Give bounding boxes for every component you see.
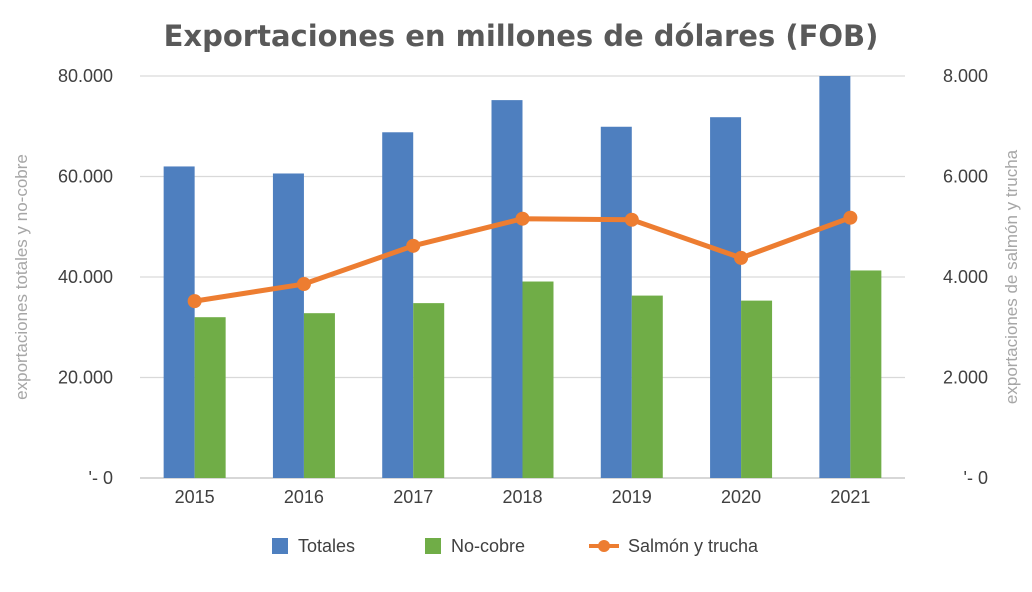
legend-label: Salmón y trucha — [628, 536, 759, 556]
tick-labels: 80.000 60.000 40.000 20.000 '- 0 8.000 6.000 4.… — [58, 66, 988, 507]
bar-totales-2015 — [163, 166, 195, 478]
bar-totales-2021 — [819, 76, 851, 478]
legend: Totales No-cobre Salmón y trucha — [272, 536, 759, 556]
y-tick-label: '- 0 — [89, 468, 113, 488]
bar-totales-2019 — [600, 126, 632, 478]
y-tick-label: 80.000 — [58, 66, 113, 86]
legend-label: Totales — [298, 536, 355, 556]
point-salmon-trucha-2018 — [515, 211, 530, 226]
y2-tick-label: 4.000 — [943, 267, 988, 287]
point-salmon-trucha-2021 — [843, 210, 858, 225]
bar-no-cobre-2016 — [303, 313, 335, 478]
x-tick-label: 2018 — [502, 487, 542, 507]
x-tick-label: 2017 — [393, 487, 433, 507]
y2-tick-label: 2.000 — [943, 368, 988, 388]
y2-tick-label: 6.000 — [943, 167, 988, 187]
bar-totales-2018 — [491, 100, 523, 479]
y2-tick-label: 8.000 — [943, 66, 988, 86]
x-tick-label: 2015 — [175, 487, 215, 507]
bar-no-cobre-2018 — [522, 281, 554, 478]
point-salmon-trucha-2020 — [734, 250, 749, 265]
chart-title: Exportaciones en millones de dólares (FO… — [164, 19, 879, 53]
point-salmon-trucha-2017 — [406, 238, 421, 253]
bar-totales-2017 — [382, 132, 414, 478]
point-salmon-trucha-2019 — [624, 212, 639, 227]
y-axis-title: exportaciones totales y no-cobre — [12, 154, 31, 400]
y2-tick-label: '- 0 — [964, 468, 988, 488]
y-tick-label: 60.000 — [58, 167, 113, 187]
x-tick-label: 2016 — [284, 487, 324, 507]
legend-swatch — [272, 538, 288, 554]
line-series — [187, 210, 858, 309]
y-tick-label: 40.000 — [58, 267, 113, 287]
x-tick-label: 2021 — [830, 487, 870, 507]
legend-swatch — [425, 538, 441, 554]
legend-label: No-cobre — [451, 536, 525, 556]
bar-no-cobre-2017 — [413, 303, 445, 478]
bar-no-cobre-2020 — [741, 300, 773, 478]
y-tick-label: 20.000 — [58, 368, 113, 388]
y2-axis-title: exportaciones de salmón y trucha — [1002, 149, 1021, 404]
bars — [163, 76, 882, 479]
x-tick-label: 2019 — [612, 487, 652, 507]
bar-totales-2020 — [710, 117, 742, 478]
x-tick-label: 2020 — [721, 487, 761, 507]
bar-totales-2016 — [272, 173, 304, 479]
bar-no-cobre-2019 — [631, 295, 663, 478]
legend-swatch-marker — [598, 540, 610, 552]
bar-no-cobre-2021 — [850, 270, 882, 478]
point-salmon-trucha-2015 — [187, 294, 202, 309]
bar-no-cobre-2015 — [194, 317, 226, 478]
point-salmon-trucha-2016 — [296, 277, 311, 292]
